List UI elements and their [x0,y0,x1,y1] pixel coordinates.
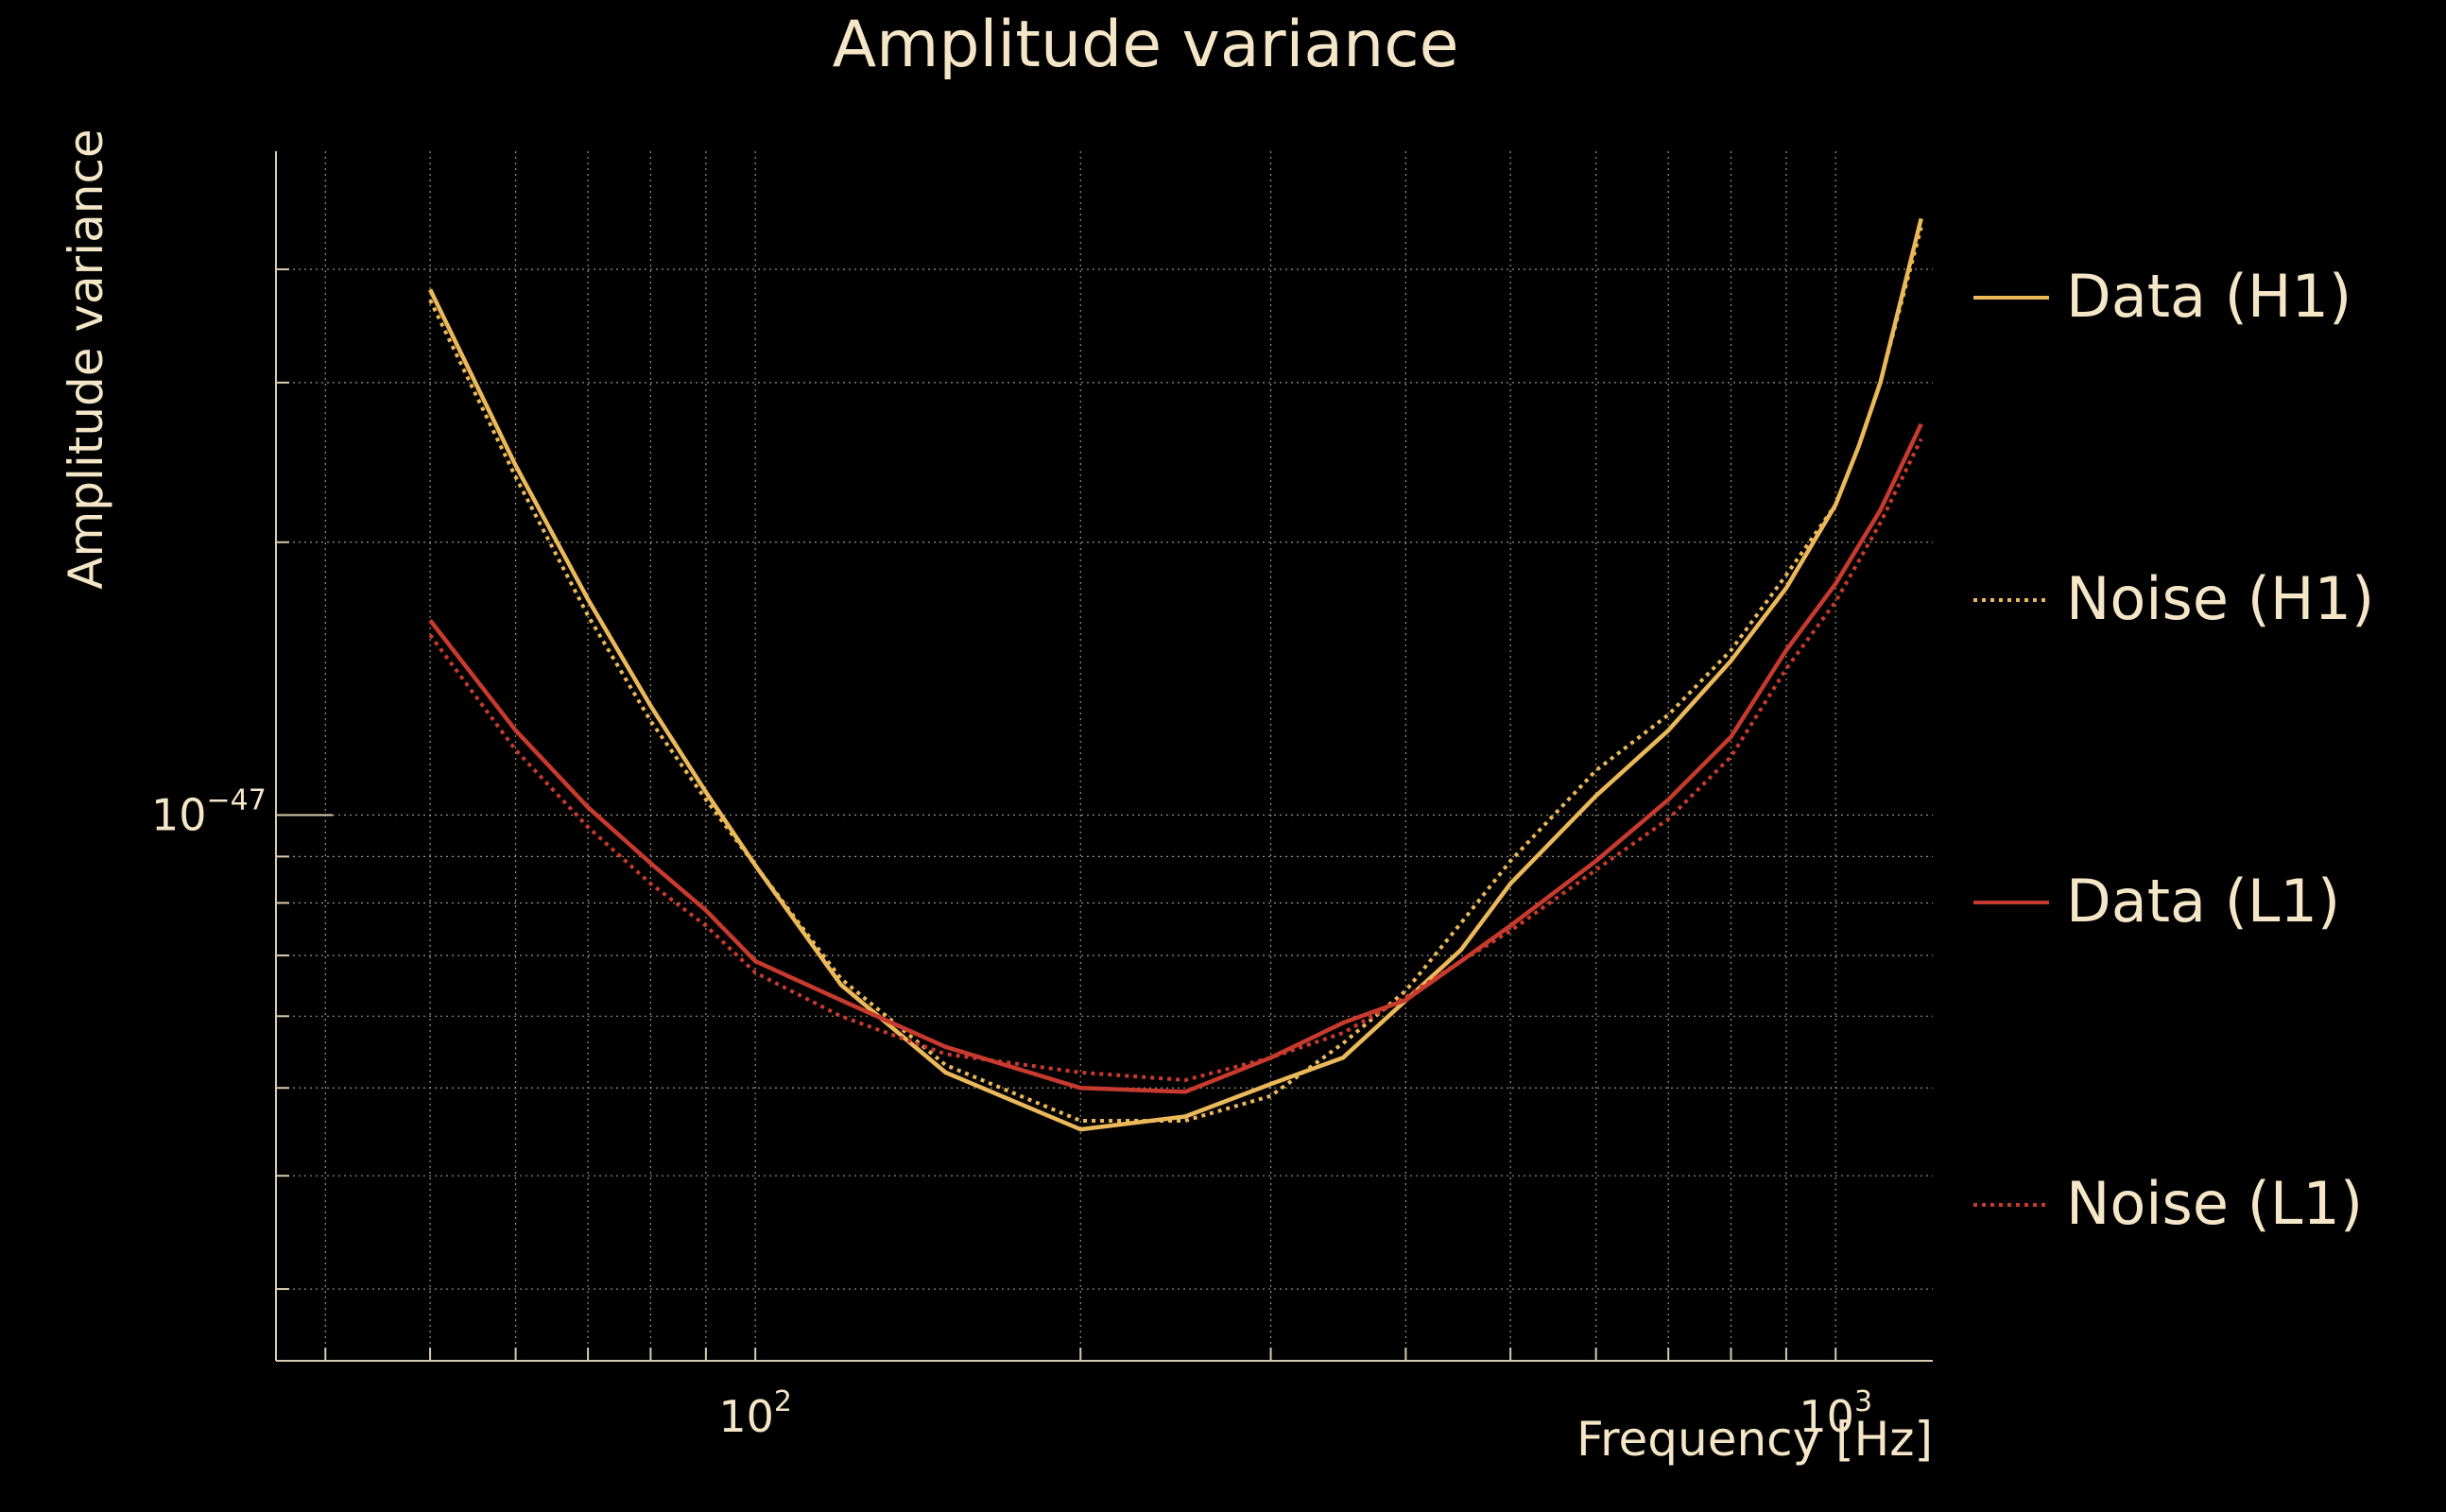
x-tick-label: 102 [718,1385,792,1442]
x-axis-label: Frequency [Hz] [1576,1412,1933,1467]
tick-labels: 102 103 10−47 [151,268,1872,1442]
axes [275,151,1933,1362]
chart-title: Amplitude variance [833,8,1459,82]
legend-label-data-l1: Data (L1) [2066,867,2340,936]
series-line-data-l1 [428,422,1923,1094]
series-line-noise-l1 [428,438,1923,1082]
legend-label-noise-l1: Noise (L1) [2066,1169,2363,1238]
series-line-noise-h1 [428,227,1923,1123]
y-axis-label: Amplitude variance [59,129,113,589]
legend-label-data-h1: Data (H1) [2066,262,2351,331]
series-lines [428,217,1923,1132]
x-tick-label: 103 [1799,1385,1872,1442]
legend-label-noise-h1: Noise (H1) [2066,564,2374,633]
legend: Data (H1) Noise (H1) Data (L1) Noise (L1) [1973,262,2374,1238]
y-tick-label: 10−47 [151,784,267,841]
series-line-data-h1 [428,217,1923,1132]
